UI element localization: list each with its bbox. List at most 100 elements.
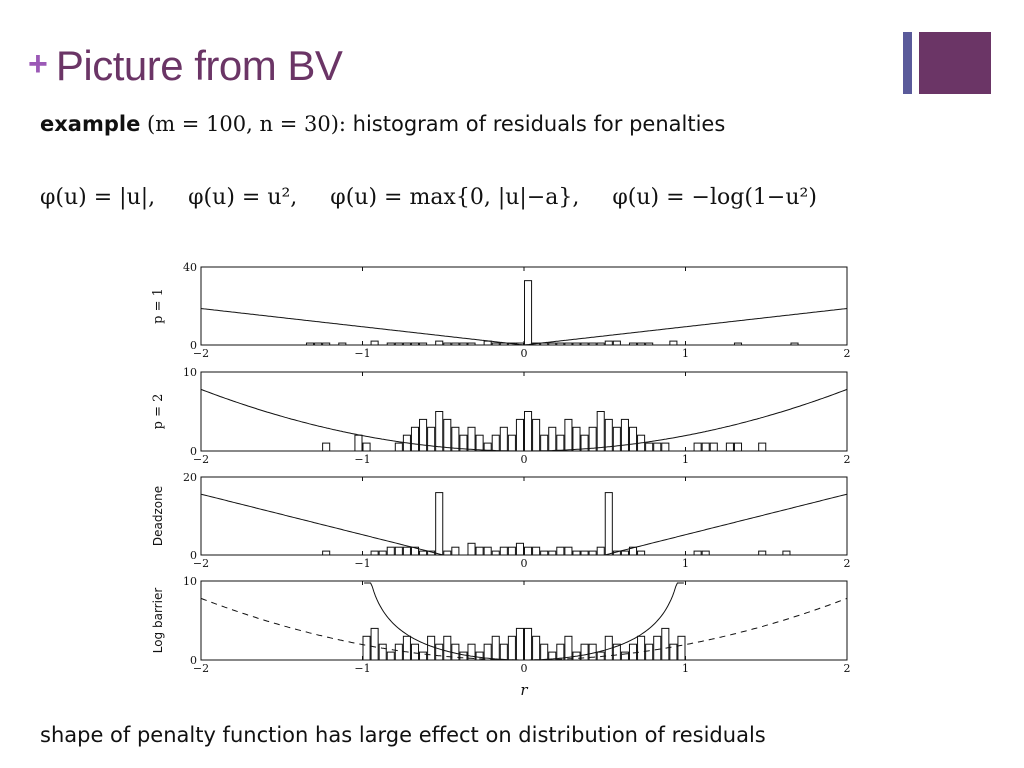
example-rest: histogram of residuals for penalties <box>352 112 726 136</box>
histogram-bar <box>725 442 734 452</box>
histogram-bar <box>419 550 428 556</box>
histogram-bar <box>419 651 428 661</box>
panel-y-label: Deadzone <box>151 486 165 546</box>
histogram-bar <box>556 434 565 452</box>
histogram-bar <box>370 340 379 346</box>
histogram-bar <box>588 426 597 452</box>
histogram-bar <box>305 342 315 346</box>
histogram-bar <box>564 546 573 556</box>
histogram-bar <box>612 340 621 346</box>
histogram-bar <box>733 342 743 346</box>
x-tick-label: 0 <box>521 347 528 360</box>
histogram-bar <box>645 442 654 452</box>
histogram-bar <box>435 643 444 661</box>
histogram-bar <box>515 418 524 452</box>
x-tick-label: 0 <box>521 662 528 675</box>
histogram-bar <box>362 442 371 452</box>
histogram-bar <box>419 418 428 452</box>
histogram-bar <box>596 411 605 452</box>
histogram-bar <box>419 342 428 346</box>
histogram-bar <box>435 492 444 556</box>
histogram-bar <box>354 434 363 452</box>
histogram-bar <box>402 635 411 661</box>
histogram-bar <box>628 643 638 661</box>
histogram-bar <box>693 442 702 452</box>
histogram-bar <box>524 280 533 346</box>
histogram-bar <box>394 442 403 452</box>
histogram-bar <box>620 418 629 452</box>
histogram-bar <box>596 342 605 346</box>
histogram-bar <box>661 442 670 452</box>
histogram-bar <box>604 340 613 346</box>
x-tick-label: −2 <box>193 662 209 675</box>
histogram-bar <box>386 342 395 346</box>
histogram-bar <box>645 342 654 346</box>
panel-y-label: p = 2 <box>151 394 166 430</box>
histogram-bar <box>556 643 565 661</box>
histogram-bar <box>394 643 403 661</box>
x-tick-label: 2 <box>844 453 851 466</box>
histogram-bar <box>548 651 557 661</box>
panel-frame <box>200 476 848 556</box>
footer-text: shape of penalty function has large effe… <box>40 723 766 747</box>
x-tick-label: 1 <box>682 453 689 466</box>
histogram-bar <box>402 546 411 556</box>
histogram-bar <box>588 550 597 556</box>
histogram-bar <box>483 643 492 661</box>
histogram-bar <box>443 635 452 661</box>
histogram-bar <box>435 340 444 346</box>
histogram-bar <box>572 550 581 556</box>
formula-log-barrier: φ(u) = −log(1−u²) <box>612 185 817 210</box>
histogram-bar <box>467 426 476 452</box>
histogram-bar <box>556 342 565 346</box>
slide-title: + Picture from BV <box>28 38 343 94</box>
histogram-bar <box>588 342 597 346</box>
formula-square: φ(u) = u², <box>188 185 298 210</box>
histogram-bar <box>580 643 589 661</box>
histogram-bar <box>620 651 629 661</box>
x-tick-label: −2 <box>193 453 209 466</box>
histogram-bar <box>443 342 452 346</box>
histogram-bar <box>540 643 549 661</box>
histogram-bar <box>612 426 621 452</box>
plus-icon: + <box>28 45 48 83</box>
histogram-bar <box>370 627 379 661</box>
histogram-bar <box>475 434 484 452</box>
histogram-bar <box>653 442 662 452</box>
histogram-bar <box>669 340 678 346</box>
histogram-bar <box>410 426 420 452</box>
histogram-bar <box>677 635 686 661</box>
histogram-bar <box>443 550 452 556</box>
histogram-bar <box>661 627 670 661</box>
x-tick-label: 1 <box>682 662 689 675</box>
histogram-bar <box>758 442 767 452</box>
histogram-bar <box>572 342 581 346</box>
histogram-bar <box>443 418 452 452</box>
x-tick-label: −2 <box>193 557 209 570</box>
y-tick-label: 10 <box>183 575 197 588</box>
histogram-bar <box>548 426 557 452</box>
y-tick-label: 40 <box>183 261 197 274</box>
histogram-bar <box>362 635 371 661</box>
y-tick-label: 20 <box>183 471 197 484</box>
histogram-bar <box>314 342 323 346</box>
histogram-bar <box>532 418 541 452</box>
x-tick-label: −1 <box>354 347 370 360</box>
histogram-bar <box>491 635 500 661</box>
example-bold-word: example <box>40 112 141 136</box>
y-tick-label: 0 <box>190 445 197 458</box>
histogram-bar <box>491 550 500 556</box>
formula-line: φ(u) = |u|, φ(u) = u², φ(u) = max{0, |u|… <box>40 185 990 210</box>
histogram-bar <box>580 342 589 346</box>
histogram-bar <box>790 342 799 346</box>
x-tick-label: −1 <box>354 557 370 570</box>
histogram-bar <box>540 550 549 556</box>
x-tick-label: 2 <box>844 662 851 675</box>
accent-bar <box>903 32 912 94</box>
histogram-bar <box>564 418 573 452</box>
histogram-bar <box>628 426 638 452</box>
histogram-bar <box>459 434 468 452</box>
histogram-bar <box>524 411 533 452</box>
histogram-bar <box>620 550 629 556</box>
